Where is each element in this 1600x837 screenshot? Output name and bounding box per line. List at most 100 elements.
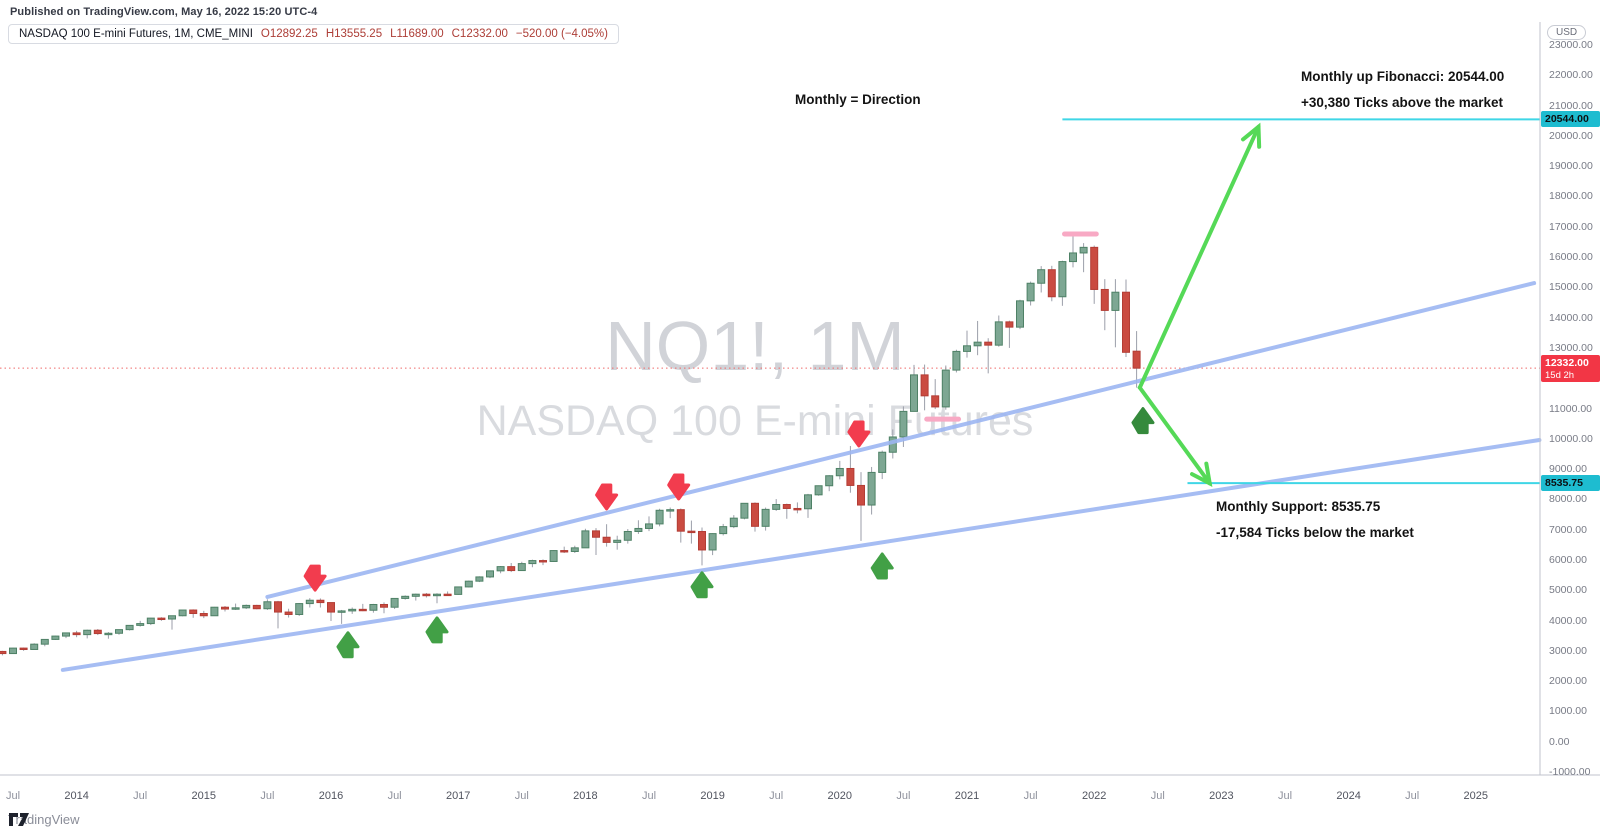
candle (1079, 246, 1088, 254)
candle (274, 601, 282, 613)
projection-up-target[interactable] (1137, 124, 1261, 390)
candle (390, 597, 399, 608)
price-tick-label: 13000.00 (1549, 341, 1593, 354)
candle (19, 647, 28, 651)
up-arrow-marker[interactable] (870, 552, 894, 580)
candle (263, 601, 272, 610)
trendline-upper-channel[interactable] (265, 281, 1537, 599)
tradingview-footer[interactable]: TradingView (8, 812, 80, 827)
candle (210, 606, 219, 617)
candle (560, 550, 569, 553)
published-line: Published on TradingView.com, May 16, 20… (10, 6, 318, 18)
time-tick-label: Jul (1023, 790, 1038, 802)
candle (1016, 300, 1024, 328)
candle (30, 643, 39, 650)
up-arrow-marker[interactable] (336, 631, 360, 659)
candle (157, 617, 166, 621)
candle (401, 595, 410, 599)
price-tick-label: 8000.00 (1549, 493, 1587, 506)
projection-arrowhead (1240, 122, 1262, 149)
time-tick-label: Jul (1150, 790, 1165, 802)
price-tick-label: 16000.00 (1549, 251, 1593, 264)
candle (199, 613, 208, 617)
candle (0, 650, 7, 655)
candle (464, 580, 473, 588)
symbol-legend[interactable]: NASDAQ 100 E-mini Futures, 1M, CME_MINI … (8, 24, 619, 44)
price-tick-label: 19000.00 (1549, 160, 1593, 173)
price-tick-label: 9000.00 (1549, 463, 1587, 476)
candle (857, 484, 865, 506)
candle (1122, 291, 1130, 353)
down-arrow-marker[interactable] (847, 420, 871, 448)
candle (348, 608, 357, 612)
candle (878, 451, 887, 473)
candle (984, 341, 993, 346)
candle (687, 530, 696, 534)
candle (581, 530, 590, 549)
candle (1058, 261, 1067, 298)
close-value: C12332.00 (451, 28, 508, 40)
candle (454, 586, 463, 595)
candle (316, 599, 325, 604)
time-tick-label: 2017 (445, 790, 471, 802)
price-tick-label: 7000.00 (1549, 523, 1587, 536)
high-value: H13555.25 (325, 28, 383, 40)
down-arrow-marker[interactable] (595, 483, 619, 511)
candle (104, 632, 113, 636)
candle (698, 530, 706, 551)
candle (613, 539, 622, 543)
candle (168, 615, 176, 620)
candle (507, 566, 516, 572)
candle (422, 593, 431, 597)
candle (528, 560, 537, 565)
down-arrow-marker[interactable] (303, 564, 327, 592)
tradingview-logo-icon (9, 813, 29, 826)
time-tick-label: Jul (769, 790, 784, 802)
candle (782, 504, 791, 509)
price-tick-label: 22000.00 (1549, 69, 1593, 82)
candle (284, 611, 293, 615)
candle (72, 632, 81, 636)
time-tick-label: Jul (1277, 790, 1293, 802)
down-arrow-marker[interactable] (667, 473, 691, 501)
time-tick-label: Jul (260, 790, 275, 802)
candle (242, 604, 251, 609)
price-tick-label: 6000.00 (1549, 553, 1587, 566)
candle (115, 629, 123, 634)
candle (475, 576, 484, 582)
price-label-20544.00: 20544.00 (1541, 111, 1600, 128)
candle (136, 623, 145, 626)
trendline-lower-channel[interactable] (60, 438, 1542, 672)
price-label-12332.00: 12332.00 15d 2h (1541, 355, 1600, 383)
candle (952, 350, 961, 371)
candle (1100, 288, 1109, 311)
candle (729, 517, 738, 528)
candle (666, 509, 675, 512)
candle (62, 632, 70, 637)
time-tick-label: 2022 (1081, 790, 1107, 802)
candle (825, 475, 834, 487)
candle (51, 635, 60, 640)
countdown-label: 15d 2h (1545, 370, 1575, 382)
candle (9, 647, 17, 655)
time-tick-label: 2016 (318, 790, 344, 802)
annotation-fibonacci-sub: +30,380 Ticks above the market (1301, 95, 1503, 110)
up-arrow-marker[interactable] (1131, 407, 1155, 435)
candle (761, 508, 770, 527)
candle (443, 593, 452, 597)
candle (1132, 350, 1141, 369)
candle (496, 566, 505, 572)
price-tick-label: -1000.00 (1549, 766, 1591, 778)
up-arrow-marker[interactable] (690, 571, 714, 599)
candle (655, 509, 664, 525)
price-tick-label: 18000.00 (1549, 190, 1593, 203)
annotation-support-title: Monthly Support: 8535.75 (1216, 499, 1381, 514)
candle (751, 502, 759, 527)
time-tick-label: 2015 (191, 790, 217, 802)
candle (305, 599, 314, 605)
candle (1037, 269, 1046, 284)
price-tick-label: 0.00 (1549, 735, 1570, 748)
projection-down-target[interactable] (1137, 385, 1212, 486)
up-arrow-marker[interactable] (425, 616, 449, 644)
